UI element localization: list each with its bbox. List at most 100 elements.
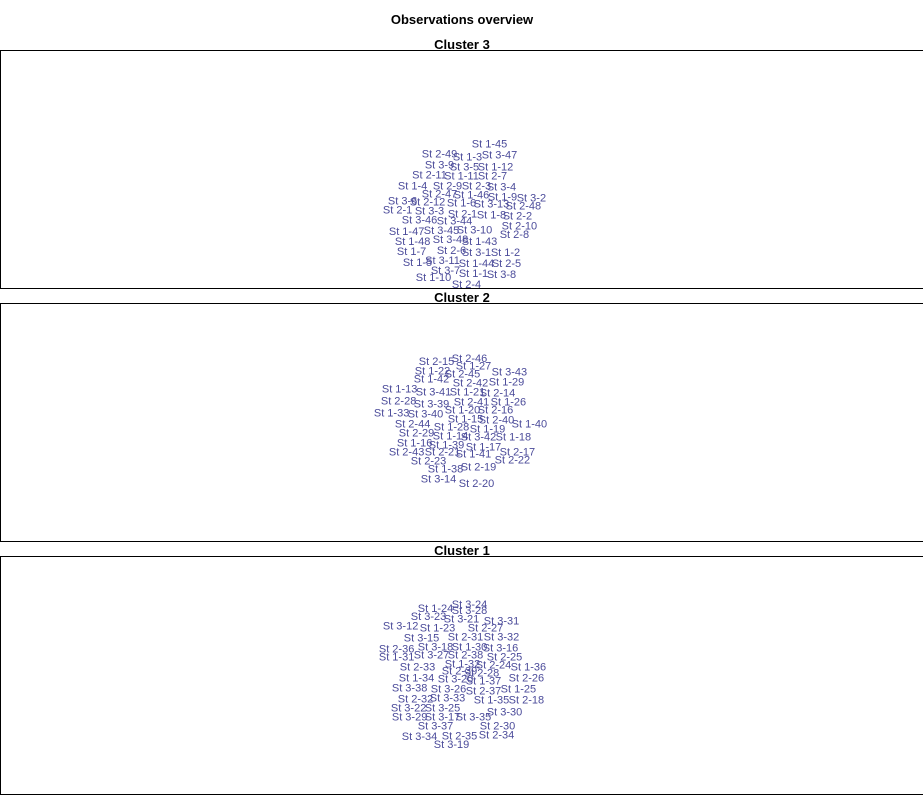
observation-label: St 1-1 [459,268,488,280]
observation-label: St 2-3 [462,180,491,192]
observation-label: St 3-26 [431,683,466,695]
observation-label: St 1-14 [433,430,468,442]
observation-label: St 1-40 [512,419,547,431]
observation-label: St 3-41 [416,387,451,399]
observation-label: St 3-33 [430,692,465,704]
observation-label: St 3-44 [437,215,472,227]
observation-label: St 1-42 [414,374,449,386]
observation-label: St 2-25 [487,652,522,664]
observation-label: St 1-17 [466,441,501,453]
panel-cluster-1 [0,556,923,795]
observation-label: St 1-18 [496,431,531,443]
observation-label: St 2-31 [448,632,483,644]
observation-label: St 2-1 [448,208,477,220]
observation-label: St 1-3 [453,152,482,164]
observation-label: St 1-16 [397,437,432,449]
observation-label: St 1-26 [491,397,526,409]
observation-label: St 1-9 [488,191,517,203]
observation-label: St 2-4 [452,279,481,291]
observation-label: St 3-40 [408,409,443,421]
panel-title-cluster-3: Cluster 3 [434,37,490,52]
observation-label: St 2-34 [479,729,514,741]
observation-label: St 2-37 [466,685,501,697]
observation-label: St 3-24 [452,599,487,611]
observation-label: St 1-21 [450,387,485,399]
observation-label: St 3-18 [418,642,453,654]
observation-label: St 1-22 [415,366,450,378]
observation-label: St 3-5 [450,162,479,174]
observation-label: St 2-18 [509,694,544,706]
chart-main-title: Observations overview [390,12,534,27]
observation-label: St 1-10 [416,272,451,284]
observation-label: St 2-11 [412,170,447,182]
observation-label: St 1-19 [470,424,505,436]
observation-label: St 1-28 [434,422,469,434]
observation-label: St 2-45 [445,369,480,381]
observation-label: St 3-28 [452,605,487,617]
observation-label: St 1-4 [398,180,427,192]
observation-label: St 2-49 [422,149,457,161]
observation-label: St 1-34 [399,673,434,685]
observation-label: St 3-11 [425,255,460,267]
observation-label: St 2-2 [503,210,532,222]
observation-label: St 2-27 [468,623,503,635]
observation-label: St 2-9 [433,180,462,192]
observation-label: St 2-42 [453,378,488,390]
observation-label: St 2-26 [509,673,544,685]
observation-label: St 1-35 [474,694,509,706]
observation-label: St 2-7 [478,171,507,183]
observation-label: St 3-30 [487,706,522,718]
observation-label: St 3-12 [383,621,418,633]
observation-label: St 3-22 [391,702,426,714]
observation-label: St 3-45 [424,225,459,237]
observation-label: St 2-17 [500,446,535,458]
panel-cluster-2 [0,303,923,542]
observation-label: St 1-36 [511,662,546,674]
observation-label: St 3-29 [392,711,427,723]
observation-label: St 3-4 [487,181,516,193]
observation-label: St 2-1 [383,204,412,216]
observation-label: St 1-38 [428,463,463,475]
observation-label: St 2-47 [422,188,457,200]
observation-label: St 2-29 [399,428,434,440]
panel-title-cluster-1: Cluster 1 [434,543,490,558]
observation-label: St 2-28 [464,668,499,680]
observation-label: St 1-47 [389,226,424,238]
observation-label: St 1-48 [395,236,430,248]
observation-label: St 2-19 [461,461,496,473]
observation-label: St 1-11 [444,171,479,183]
observation-label: St 3-7 [431,265,460,277]
observation-label: St 2-39 [442,666,477,678]
observation-label: St 1-31 [379,652,414,664]
observation-label: St 2-43 [389,446,424,458]
observation-label: St 1-20 [445,405,480,417]
observation-label: St 3-21 [444,614,479,626]
observation-label: St 1-33 [374,408,409,420]
observation-label: St 2-30 [480,720,515,732]
observation-label: St 2-38 [448,650,483,662]
observation-label: St 1-46 [454,189,489,201]
observation-label: St 1-6 [447,197,476,209]
observation-label: St 3-42 [461,431,496,443]
observation-label: St 1-8 [477,209,506,221]
observation-label: St 2-16 [478,405,513,417]
observation-label: St 1-37 [466,676,501,688]
observation-label: St 3-8 [487,269,516,281]
observation-label: St 1-5 [403,257,432,269]
observation-label: St 3-23 [411,611,446,623]
observation-label: St 2-12 [410,196,445,208]
observation-label: St 3-43 [492,367,527,379]
observation-label: St 3-19 [434,739,469,751]
observation-label: St 3-48 [433,234,468,246]
panel-cluster-3 [0,50,923,289]
observation-label: St 1-27 [456,361,491,373]
observation-label: St 3-32 [484,632,519,644]
observation-label: St 3-15 [404,633,439,645]
observation-label: St 3-13 [474,198,509,210]
observation-label: St 1-13 [382,384,417,396]
observation-label: St 1-39 [429,439,464,451]
observation-label: St 2-14 [480,388,515,400]
observation-label: St 3-31 [484,616,519,628]
observation-label: St 3-37 [418,720,453,732]
observation-label: St 2-15 [419,356,454,368]
